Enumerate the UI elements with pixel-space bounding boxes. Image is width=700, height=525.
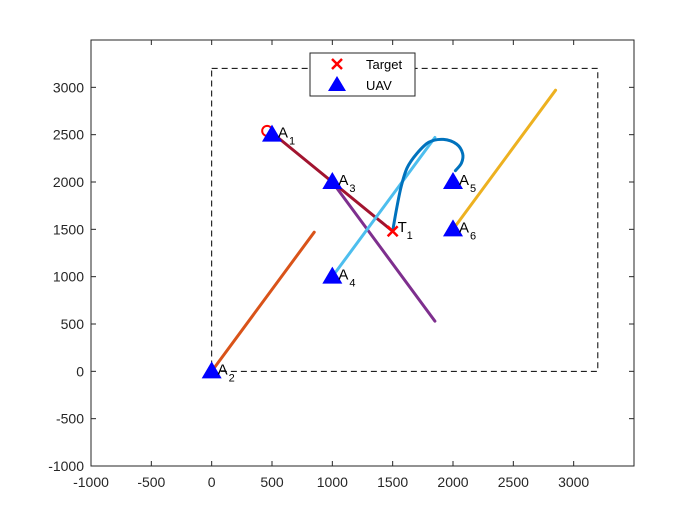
- x-tick-label: -500: [137, 474, 165, 490]
- legend-target-label: Target: [366, 57, 403, 72]
- trajectory-line-4: [330, 136, 437, 279]
- trajectory-line-6: [391, 137, 465, 233]
- y-tick-label: -500: [56, 411, 84, 427]
- uav-marker-5: [443, 172, 463, 189]
- uav-label-sub-5: 5: [470, 183, 476, 195]
- x-axis-ticks: -1000 -500 0 500 1000 1500 2000 2500 3000: [73, 40, 589, 490]
- legend-uav-label: UAV: [366, 78, 392, 93]
- target-label-1: T: [398, 219, 407, 236]
- y-axis-ticks: -1000 -500 0 500 1000 1500 2000 2500 3000: [48, 79, 634, 474]
- uav-label-sub-2: 2: [229, 372, 235, 384]
- target-label-sub-1: 1: [407, 230, 413, 242]
- uav-label-5: A: [459, 172, 469, 189]
- uav-label-sub-6: 6: [470, 230, 476, 242]
- uav-label-6: A: [459, 219, 469, 236]
- y-tick-label: 500: [61, 316, 85, 332]
- x-tick-label: 2000: [437, 474, 468, 490]
- legend: Target UAV: [309, 52, 416, 97]
- trajectory-line-3: [330, 180, 437, 323]
- uav-label-4: A: [338, 267, 348, 284]
- uav-marker-6: [443, 219, 463, 237]
- uav-marker-1: [262, 124, 282, 142]
- legend-target-marker: [331, 58, 343, 70]
- y-tick-label: 1000: [53, 269, 84, 285]
- target-marker-b-1: [386, 225, 399, 238]
- x-tick-label: 0: [208, 474, 216, 490]
- uav-marker-3: [322, 172, 343, 189]
- uav-label-3: A: [338, 172, 348, 189]
- y-tick-label: 0: [76, 363, 84, 379]
- y-tick-label: 2500: [53, 127, 84, 143]
- y-tick-label: -1000: [48, 458, 84, 474]
- x-tick-label: 1000: [317, 474, 348, 490]
- uav-label-sub-1: 1: [289, 136, 295, 148]
- x-tick-label: 1500: [377, 474, 408, 490]
- trajectory-line-2: [210, 230, 316, 373]
- uav-marker-4: [322, 266, 343, 284]
- y-tick-label: 2000: [53, 174, 84, 190]
- legend-box: [309, 52, 416, 97]
- x-tick-label: -1000: [73, 474, 109, 490]
- x-tick-label: 3000: [558, 474, 589, 490]
- uav-label-sub-4: 4: [349, 278, 355, 290]
- y-tick-label: 1500: [53, 221, 84, 237]
- legend-uav-marker: [328, 76, 346, 91]
- uav-label-1: A: [278, 125, 288, 142]
- markers: A 1A 2A 3A 4A 5A 6T 1: [201, 124, 476, 384]
- plot-area: [90, 39, 635, 467]
- uav-label-sub-3: 3: [349, 183, 355, 195]
- x-tick-label: 500: [260, 474, 284, 490]
- uav-label-2: A: [218, 361, 228, 378]
- uav-marker-2: [201, 361, 222, 379]
- x-tick-label: 2500: [498, 474, 529, 490]
- y-tick-label: 3000: [53, 79, 84, 95]
- trajectory-line-5: [451, 88, 558, 231]
